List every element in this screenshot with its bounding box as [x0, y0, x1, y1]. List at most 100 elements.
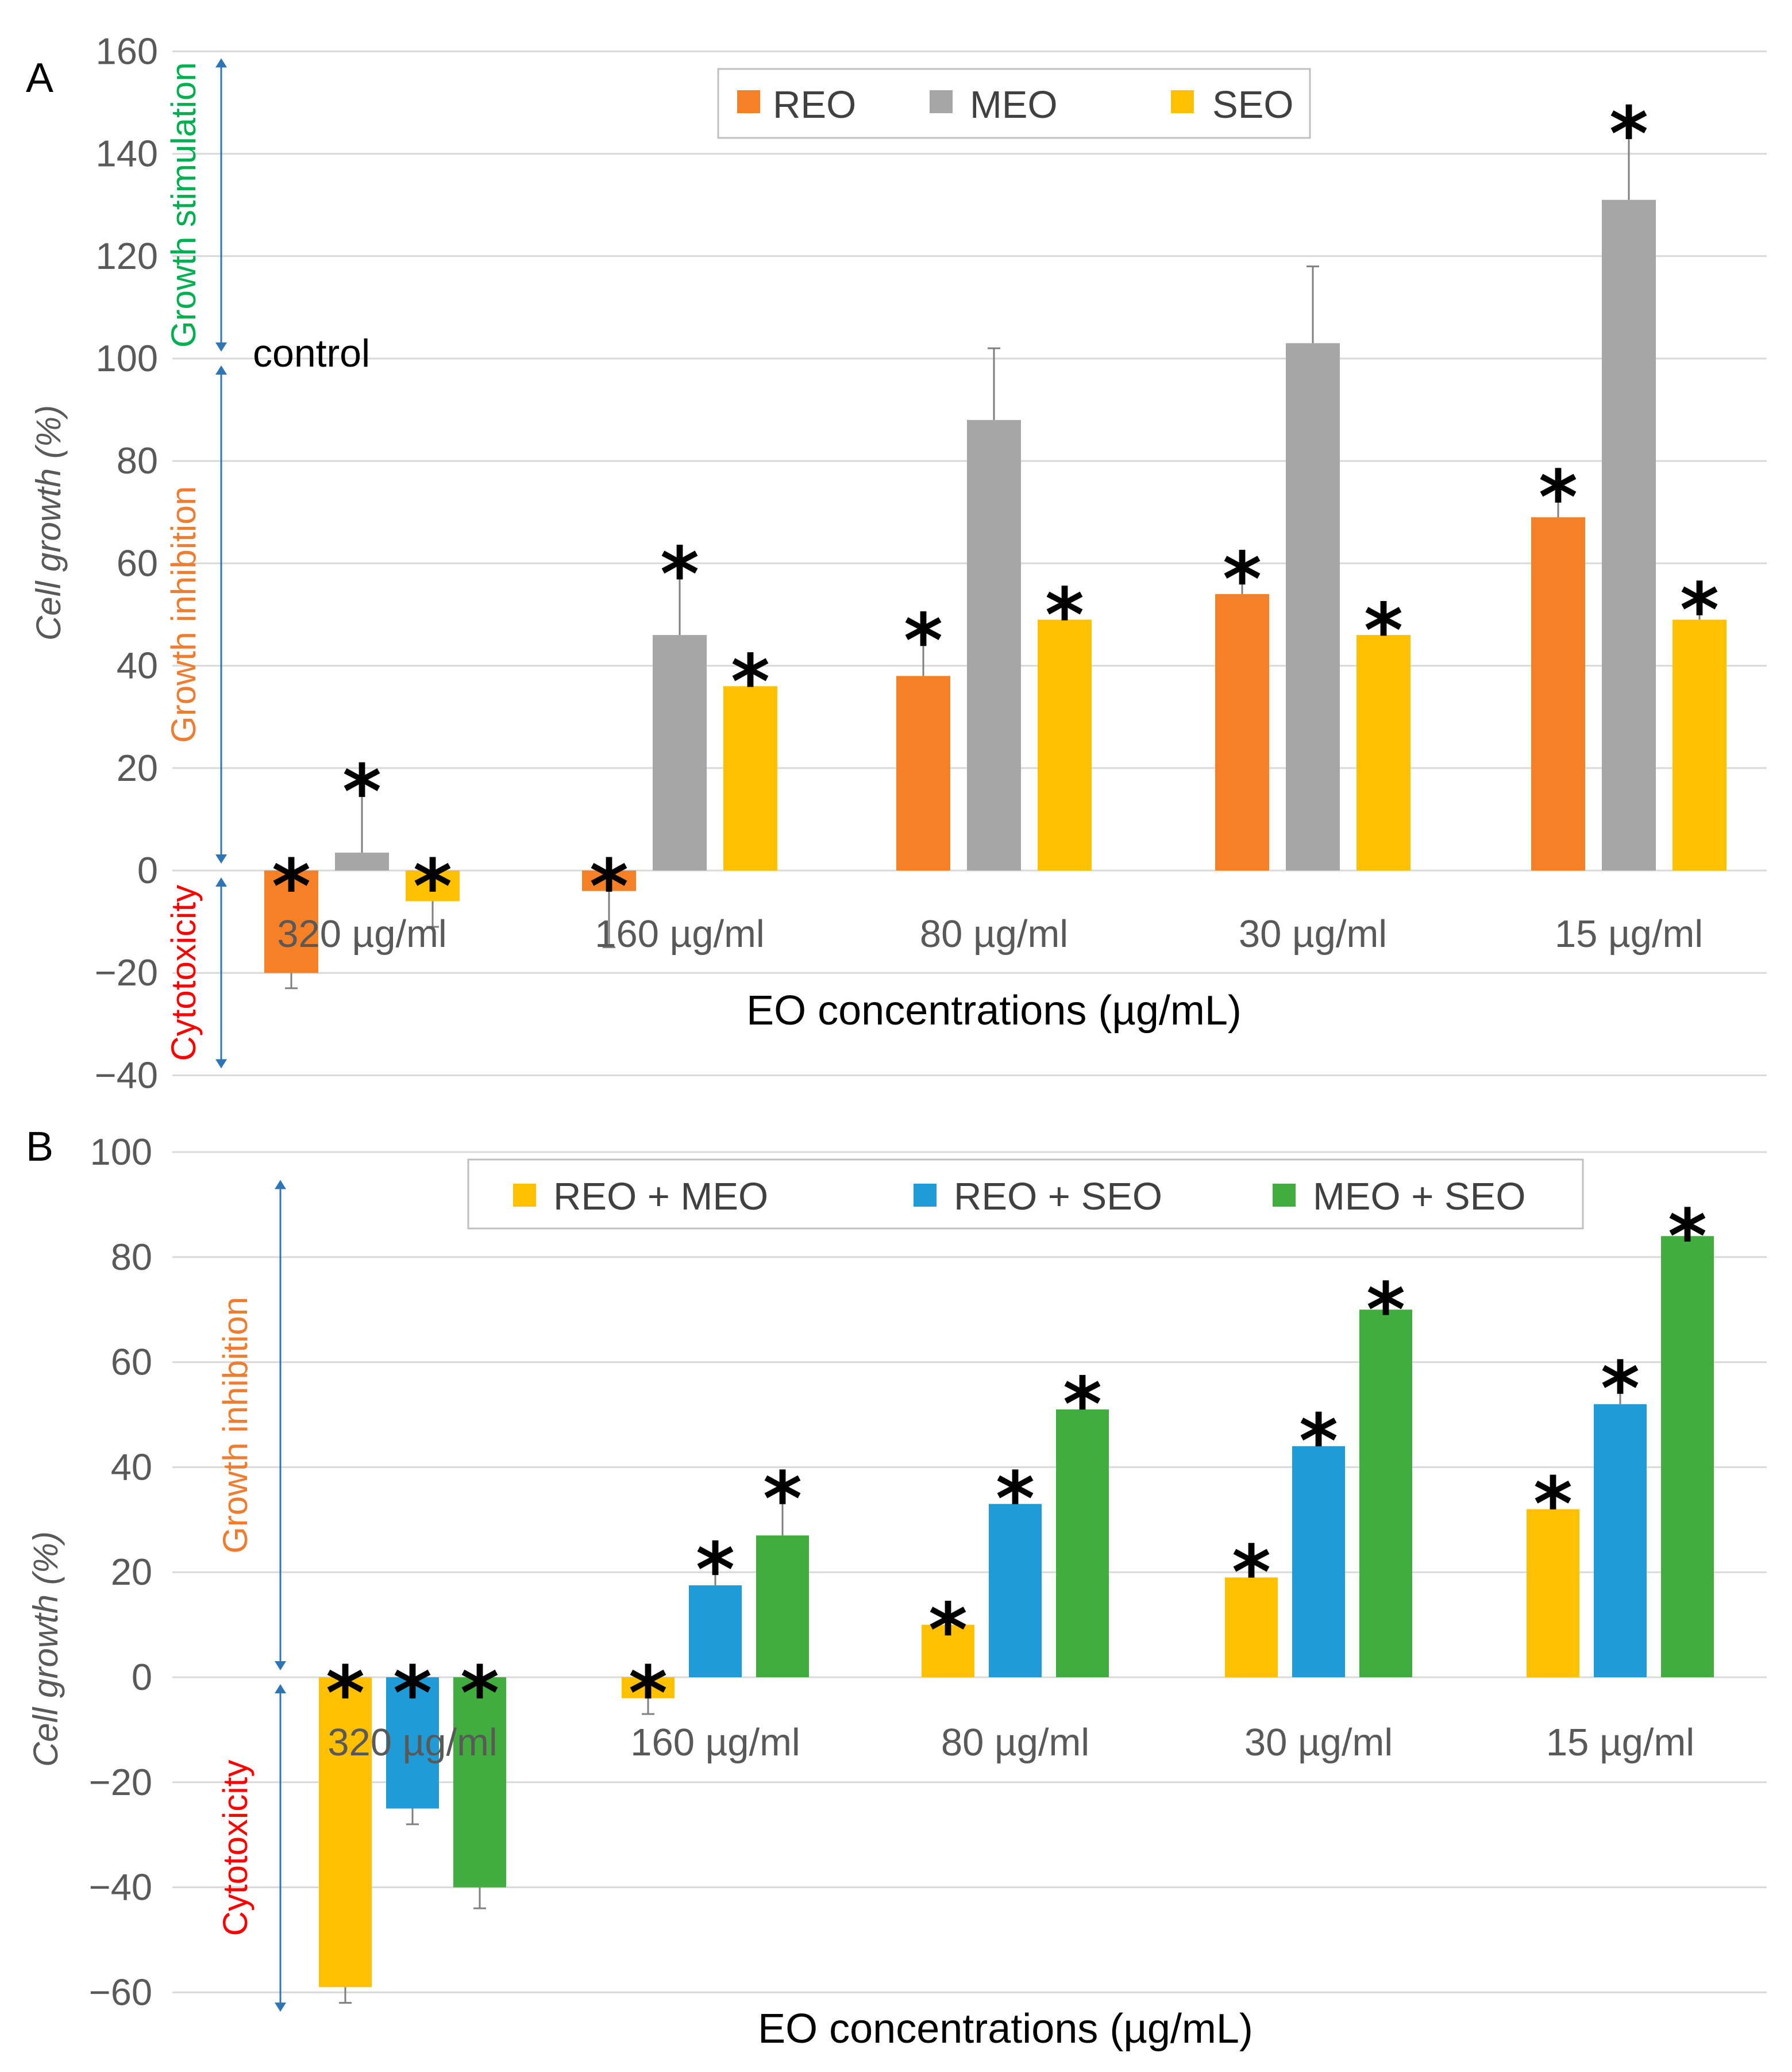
arrow-up-icon	[215, 365, 227, 375]
bar-reo-1	[582, 871, 636, 891]
y-tick-label: 0	[132, 1656, 152, 1698]
panel-b: 100 80 60 40 20 0 −20 −40 −60 Growth inhibition C…	[26, 1124, 1767, 2052]
arrow-down-icon	[275, 1661, 286, 1670]
arrow-up-icon	[275, 1684, 286, 1693]
y-tick-label: −60	[89, 1971, 152, 2013]
significance-star-seo-1: *	[731, 638, 770, 726]
bar-meo-seo-0	[453, 1677, 506, 1888]
bar-reo-2	[896, 676, 950, 871]
bar-meo-seo-1	[756, 1535, 809, 1677]
panel-a-x-axis-label: EO concentrations (µg/mL)	[746, 988, 1242, 1034]
panel-a-bars: * * * * * * * * * * * * *	[264, 90, 1727, 989]
bar-meo-0	[335, 852, 389, 871]
legend-swatch-meo	[930, 90, 953, 113]
significance-star-reo-seo-1: *	[696, 1526, 735, 1613]
category-label-1: 160 µg/ml	[630, 1721, 800, 1764]
bar-meo-seo-3	[1359, 1310, 1412, 1677]
significance-star-reo-1: *	[589, 843, 629, 930]
bar-reo-meo-1	[622, 1677, 675, 1699]
legend-swatch-reo-meo	[513, 1184, 536, 1207]
panel-b-legend-box	[467, 1158, 1584, 1230]
significance-star-meo-seo-1: *	[763, 1455, 802, 1543]
panel-a-y-axis-label: Cell growth (%)	[29, 405, 68, 641]
y-tick-label: 0	[137, 849, 158, 891]
significance-star-reo-seo-0: *	[393, 1650, 432, 1737]
bar-seo-4	[1672, 619, 1727, 871]
significance-star-reo-seo-2: *	[996, 1455, 1035, 1543]
control-label: control	[253, 332, 370, 375]
category-label-4: 15 µg/ml	[1555, 912, 1703, 956]
bar-meo-3	[1286, 343, 1340, 871]
y-tick-label: 40	[111, 1446, 152, 1488]
bar-reo-seo-0	[386, 1677, 439, 1809]
legend-swatch-meo-seo	[1273, 1184, 1296, 1207]
y-tick-label: 40	[117, 645, 158, 687]
bar-reo-seo-3	[1292, 1446, 1345, 1677]
significance-star-reo-2: *	[904, 597, 943, 684]
panel-a-legend: REO MEO SEO	[717, 68, 1311, 139]
legend-swatch-seo	[1171, 90, 1194, 113]
panel-a-label: A	[26, 55, 53, 101]
significance-star-meo-4: *	[1609, 90, 1648, 178]
arrow-up-icon	[275, 1180, 286, 1189]
y-tick-label: 80	[117, 440, 158, 482]
significance-star-reo-seo-4: *	[1601, 1345, 1640, 1432]
bar-meo-4	[1602, 199, 1656, 871]
legend-label-meo: MEO	[970, 83, 1058, 126]
significance-star-seo-3: *	[1364, 587, 1403, 675]
arrow-up-icon	[215, 58, 227, 68]
panel-b-category-labels: 320 µg/ml 160 µg/ml 80 µg/ml 30 µg/ml 15 µg/…	[327, 1721, 1694, 1764]
significance-star-reo-0: *	[272, 843, 311, 930]
y-tick-label: −40	[89, 1866, 152, 1908]
category-label-0: 320 µg/ml	[277, 912, 447, 956]
y-tick-label: 140	[96, 133, 158, 175]
panel-b-bands: Growth inhibition Cytotoxicity	[216, 1180, 286, 2012]
bar-meo-1	[653, 635, 707, 871]
category-label-2: 80 µg/ml	[941, 1721, 1089, 1764]
band-label-cytotoxicity: Cytotoxicity	[164, 885, 203, 1061]
bar-reo-meo-3	[1225, 1577, 1278, 1677]
band-label-growth-inhibition: Growth inhibition	[216, 1297, 255, 1554]
panel-b-y-ticks: 100 80 60 40 20 0 −20 −40 −60	[89, 1131, 152, 2013]
bar-seo-3	[1356, 635, 1411, 871]
panel-b-x-axis-label: EO concentrations (µg/mL)	[758, 2006, 1253, 2052]
y-tick-label: −20	[89, 1761, 152, 1803]
bar-seo-0	[406, 871, 460, 902]
arrow-down-icon	[215, 342, 227, 352]
y-tick-label: 20	[117, 747, 158, 789]
bar-reo-4	[1531, 517, 1585, 871]
legend-label-reo: REO	[773, 83, 856, 126]
significance-star-reo-meo-1: *	[629, 1650, 668, 1737]
band-label-growth-stimulation: Growth stimulation	[164, 62, 203, 348]
significance-star-meo-1: *	[660, 530, 699, 618]
y-tick-label: 100	[96, 337, 158, 379]
category-label-2: 80 µg/ml	[920, 912, 1068, 956]
significance-star-seo-2: *	[1045, 572, 1084, 659]
significance-star-reo-4: *	[1539, 454, 1578, 541]
y-tick-label: 100	[90, 1131, 152, 1173]
significance-star-meo-seo-0: *	[460, 1650, 499, 1737]
bar-reo-meo-2	[922, 1624, 974, 1677]
panel-b-y-axis-label: Cell growth (%)	[26, 1531, 65, 1767]
bar-meo-seo-2	[1056, 1409, 1109, 1677]
category-label-0: 320 µg/ml	[327, 1721, 498, 1764]
bar-reo-0	[264, 871, 318, 973]
category-label-3: 30 µg/ml	[1239, 912, 1387, 956]
legend-label-reo-meo: REO + MEO	[553, 1175, 768, 1218]
category-label-1: 160 µg/ml	[595, 912, 765, 956]
bar-meo-2	[967, 419, 1021, 871]
significance-star-reo-meo-3: *	[1232, 1529, 1271, 1616]
panel-a: 160 140 120 100 80 60 40 20 0 −20 −40 Growth stimu…	[26, 30, 1767, 1096]
bar-reo-seo-1	[689, 1585, 742, 1677]
significance-star-meo-seo-2: *	[1063, 1361, 1102, 1448]
significance-star-meo-0: *	[342, 748, 381, 835]
y-tick-label: 20	[111, 1551, 152, 1593]
y-tick-label: 60	[117, 542, 158, 584]
arrow-down-icon	[215, 1059, 227, 1069]
bar-reo-meo-4	[1527, 1509, 1579, 1677]
bar-meo-seo-4	[1661, 1236, 1714, 1677]
significance-star-seo-0: *	[413, 843, 452, 930]
panel-b-label: B	[26, 1124, 53, 1170]
category-label-3: 30 µg/ml	[1244, 1721, 1393, 1764]
bar-reo-seo-2	[989, 1504, 1042, 1677]
